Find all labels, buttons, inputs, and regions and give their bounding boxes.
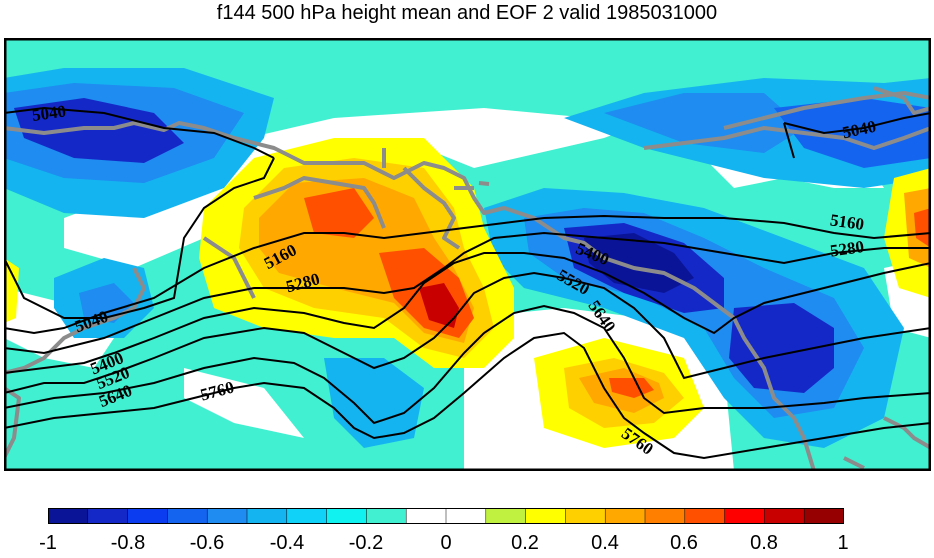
colorbar-tick: 0.8 [750, 532, 778, 554]
colorbar-cell [764, 508, 805, 524]
colorbar-cell [724, 508, 766, 524]
colorbar [48, 508, 844, 524]
colorbar-tick: 1 [837, 532, 849, 554]
map-frame [4, 38, 931, 471]
colorbar-frame [48, 508, 844, 524]
colorbar-cell [286, 508, 328, 524]
colorbar-cell [644, 508, 686, 524]
colorbar-cell [485, 508, 527, 524]
colorbar-tick: -0.6 [189, 532, 225, 554]
colorbar-cell [604, 508, 646, 524]
colorbar-cell [366, 508, 407, 524]
colorbar-tick-labels: -1 -0.8 -0.6 -0.4 -0.2 0 0.2 0.4 0.6 0.8… [0, 532, 934, 558]
colorbar-tick: -0.8 [110, 532, 146, 554]
colorbar-cell [326, 508, 368, 524]
contour-label: 5040 [31, 101, 67, 125]
colorbar-cell [565, 508, 606, 524]
colorbar-tick: 0.2 [511, 532, 539, 554]
colorbar-cell [246, 508, 288, 524]
colorbar-cell [405, 508, 447, 524]
colorbar-cell [87, 508, 129, 524]
colorbar-cell [525, 508, 567, 524]
colorbar-cell [206, 508, 248, 524]
colorbar-cell [127, 508, 169, 524]
colorbar-tick: -0.2 [348, 532, 384, 554]
height-contours [4, 106, 931, 460]
colorbar-cell [48, 508, 89, 524]
eof-map: 5040 5040 5040 5160 5160 5280 5280 5400 … [4, 38, 931, 471]
colorbar-tick: -0.4 [269, 532, 305, 554]
coastlines [4, 86, 931, 471]
colorbar-cell [167, 508, 208, 524]
colorbar-cell [684, 508, 726, 524]
contour-label: 5280 [829, 237, 865, 261]
negative-anomalies [4, 68, 931, 448]
colorbar-tick: 0.4 [591, 532, 619, 554]
colorbar-tick: 0.6 [670, 532, 698, 554]
colorbar-tick: -1 [39, 532, 57, 554]
map-title: f144 500 hPa height mean and EOF 2 valid… [216, 2, 718, 24]
colorbar-cell [445, 508, 487, 524]
colorbar-cell [803, 508, 844, 524]
contour-label: 5160 [829, 210, 865, 234]
colorbar-tick: 0 [440, 532, 452, 554]
